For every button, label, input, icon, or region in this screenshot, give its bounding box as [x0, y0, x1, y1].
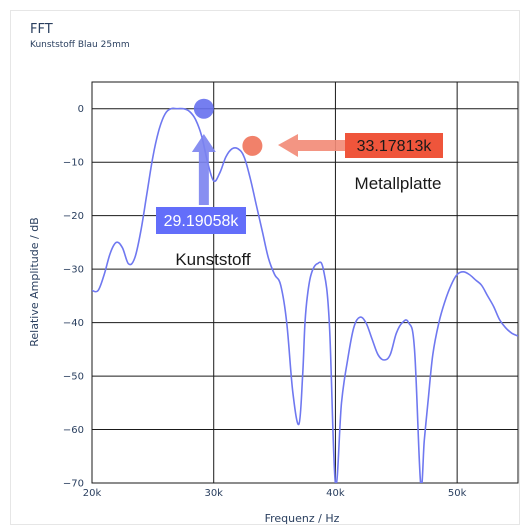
value-label-kunststoff: 29.19058k	[164, 213, 240, 230]
series-layer	[92, 107, 518, 483]
arrow-left-metallplatte	[278, 134, 345, 157]
y-tick-label: −30	[63, 265, 84, 276]
value-label-bg-metallplatte	[345, 133, 443, 158]
caption-metallplatte: Metallplatte	[355, 174, 442, 193]
chart-title: FFT	[30, 22, 53, 37]
peak-marker-metallplatte	[242, 135, 263, 156]
chart-frame	[10, 10, 520, 525]
y-tick-label: −20	[63, 211, 84, 222]
y-tick-label: −40	[63, 318, 84, 329]
x-tick-label: 20k	[83, 488, 102, 499]
plot-border	[91, 81, 519, 484]
caption-kunststoff: Kunststoff	[175, 250, 251, 269]
value-label-bg-kunststoff	[156, 207, 246, 234]
y-tick-label: −70	[63, 479, 84, 490]
y-axis-label: Relative Amplitude / dB	[28, 217, 41, 346]
x-tick-label: 50k	[448, 488, 467, 499]
x-axis-label: Frequenz / Hz	[265, 512, 340, 525]
peak-marker-kunststoff	[193, 98, 214, 119]
fft-series-line	[92, 107, 518, 483]
annotations-layer: 29.19058k Kunststoff 33.17813k Metallplatte	[156, 98, 443, 269]
y-tick-label: −10	[63, 158, 84, 169]
x-tick-label: 40k	[326, 488, 345, 499]
arrow-up-kunststoff	[191, 134, 216, 205]
y-tick-label: 0	[78, 104, 84, 115]
value-label-metallplatte: 33.17813k	[357, 138, 433, 155]
x-tick-label: 30k	[204, 488, 223, 499]
chart-subtitle: Kunststoff Blau 25mm	[30, 40, 130, 50]
y-tick-label: −50	[63, 372, 84, 383]
y-tick-label: −60	[63, 425, 84, 436]
